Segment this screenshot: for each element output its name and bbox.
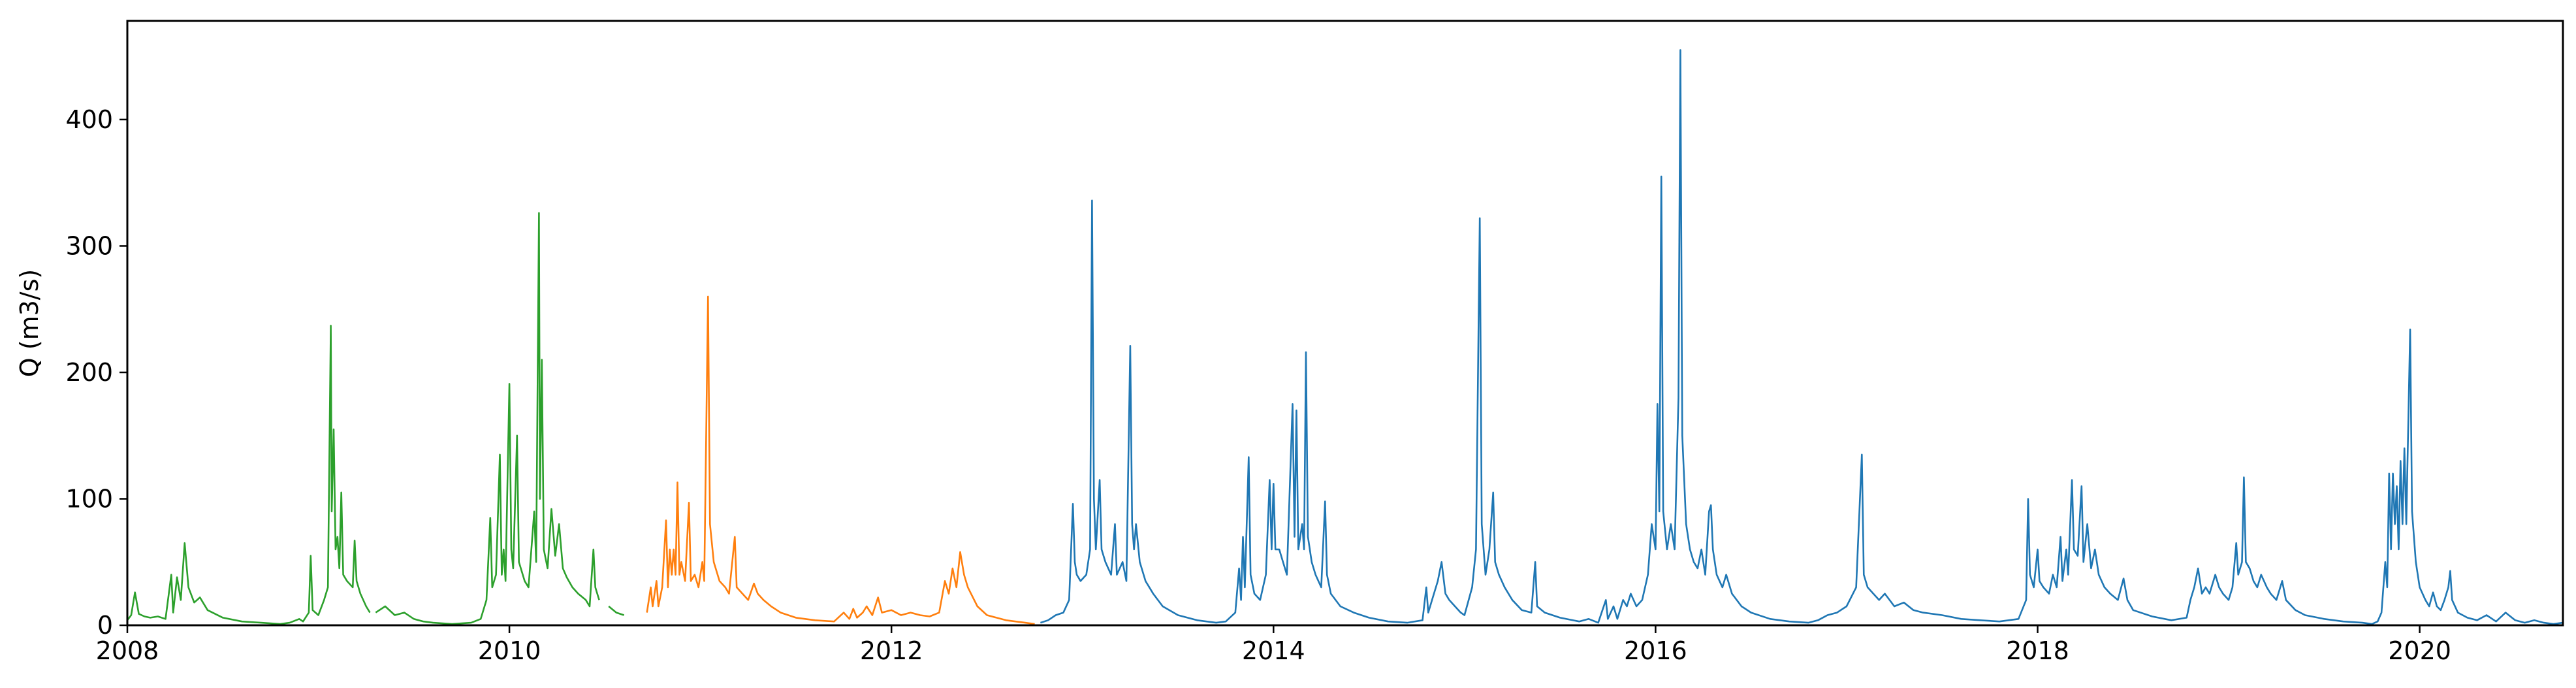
x-axis: 2008 2010 2012 2014 2016 2018 2020 xyxy=(96,625,2451,665)
x-tick-label: 2016 xyxy=(1624,636,1687,665)
series-lines xyxy=(126,49,2564,625)
y-tick-label: 300 xyxy=(65,231,113,260)
axes-frame xyxy=(126,20,2564,627)
y-tick-label: 0 xyxy=(97,611,113,640)
y-axis-label: Q (m3/s) xyxy=(15,269,44,377)
x-tick-label: 2008 xyxy=(96,636,159,665)
y-tick-label: 100 xyxy=(65,484,113,513)
x-tick-label: 2010 xyxy=(478,636,541,665)
series-line-2 xyxy=(1040,49,2564,625)
y-axis: 0 100 200 300 400 xyxy=(65,105,127,640)
x-tick-label: 2020 xyxy=(2388,636,2451,665)
series-line-0 xyxy=(126,212,625,625)
series-line-1 xyxy=(646,295,1035,625)
x-tick-label: 2014 xyxy=(1242,636,1305,665)
x-tick-label: 2018 xyxy=(2006,636,2069,665)
y-tick-label: 400 xyxy=(65,105,113,134)
x-tick-label: 2012 xyxy=(860,636,923,665)
y-tick-label: 200 xyxy=(65,358,113,387)
